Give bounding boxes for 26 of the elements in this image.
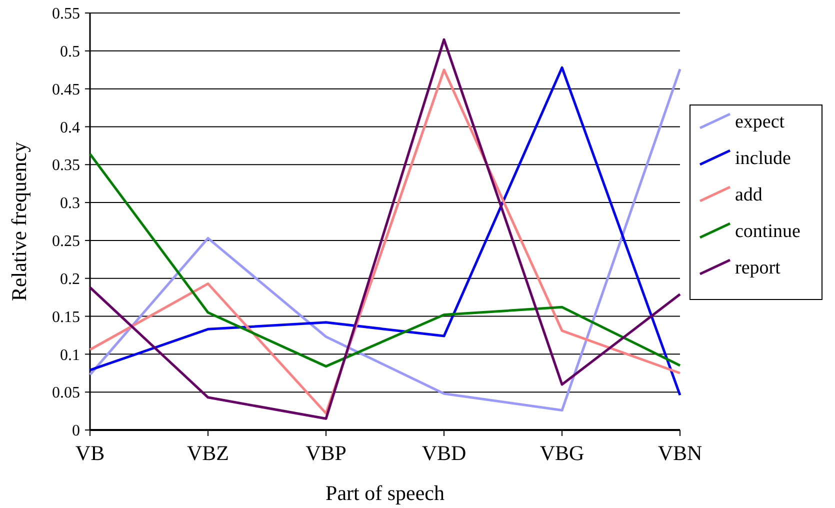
y-tick-label: 0.3 <box>60 195 80 212</box>
x-tick-label: VBG <box>540 441 584 465</box>
x-tick-label: VB <box>75 441 105 465</box>
y-tick-label: 0.15 <box>52 308 80 326</box>
x-tick-label: VBZ <box>187 441 229 465</box>
x-tick-label: VBP <box>306 441 346 465</box>
x-tick-label: VBD <box>422 441 466 465</box>
y-tick-label: 0.5 <box>60 44 80 61</box>
legend-label: expect <box>735 112 786 133</box>
y-tick-label: 0.1 <box>60 346 80 364</box>
legend-label: add <box>735 184 763 206</box>
legend-label: include <box>735 148 791 170</box>
y-axis-title: Relative frequency <box>7 141 31 302</box>
legend-label: report <box>735 258 782 279</box>
y-tick-label: 0 <box>72 422 80 440</box>
y-tick-label: 0.4 <box>60 119 80 136</box>
y-tick-label: 0.05 <box>52 384 80 402</box>
line-series <box>88 152 682 368</box>
x-tick-label: VBN <box>658 441 702 465</box>
x-axis-title: Part of speech <box>326 481 445 505</box>
y-tick-label: 0.45 <box>52 81 80 98</box>
y-tick-label: 0.35 <box>52 157 80 174</box>
y-tick-label: 0.2 <box>60 270 80 288</box>
y-tick-label: 0.55 <box>52 6 80 23</box>
y-tick-label: 0.25 <box>52 233 80 250</box>
legend-label: continue <box>735 221 800 242</box>
